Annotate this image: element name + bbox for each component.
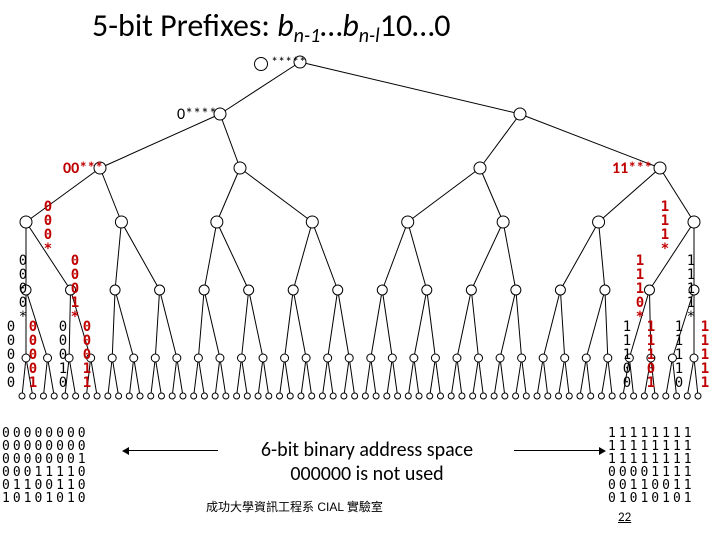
vcol-11101: 1 1 1 0 1 (646, 320, 656, 390)
footer-chinese: 成功大學資訊工程系 CIAL 實驗室 (206, 498, 383, 515)
prefix-tree-diagram (0, 54, 720, 414)
root-label: ***** (254, 54, 306, 71)
vcol-1111star: 1 1 1 1 * (686, 254, 696, 324)
vcol-00001: 0 0 0 0 1 (28, 320, 38, 390)
title-sub1: n-1 (294, 24, 321, 48)
label-00star: 00*** (63, 159, 103, 178)
caption-line2: 000000 is not used (226, 462, 508, 486)
slide-number: 22 (618, 510, 631, 525)
title-text: 5-bit Prefixes: (92, 6, 277, 45)
title-b1: b (277, 6, 293, 45)
title-sub2: n-l (359, 24, 380, 48)
label-0star: 0**** (177, 105, 217, 124)
vcol-0001star: 0 0 0 1 * (70, 254, 80, 324)
label-11star: 11*** (612, 159, 652, 178)
caption-line1: 6-bit binary address space (226, 438, 508, 462)
caption: 6-bit binary address space 000000 is not… (226, 438, 508, 486)
vcol-00010: 0 0 0 1 0 (58, 320, 68, 390)
root-label-text: ***** (271, 54, 306, 71)
vcol-11110: 1 1 1 1 0 (674, 320, 684, 390)
vcol-00011: 0 0 0 1 1 (82, 320, 92, 390)
vcol-11111: 1 1 1 1 1 (700, 320, 710, 390)
arrow-left-icon (128, 450, 218, 451)
root-node-icon (254, 57, 268, 71)
vcol-1110star: 1 1 1 0 * (635, 254, 645, 324)
vcol-11100: 1 1 1 0 0 (622, 320, 632, 390)
title-suffix: 10…0 (380, 6, 451, 45)
address-matrix-left: 00000000 00000000 00000001 00011110 0110… (2, 427, 89, 505)
title-mid: … (320, 6, 342, 45)
vcol-111star: 1 1 1 * (660, 200, 670, 256)
vcol-00000: 0 0 0 0 0 (6, 320, 16, 390)
title-b2: b (342, 6, 358, 45)
address-matrix-right: 11111111 11111111 11111111 00001111 0011… (608, 427, 695, 505)
arrow-right-icon (514, 450, 600, 451)
vcol-0000star: 0 0 0 0 * (18, 254, 28, 324)
slide-title: 5-bit Prefixes: bn-1…bn-l10…0 (92, 6, 451, 45)
vcol-000star: 0 0 0 * (43, 200, 53, 256)
